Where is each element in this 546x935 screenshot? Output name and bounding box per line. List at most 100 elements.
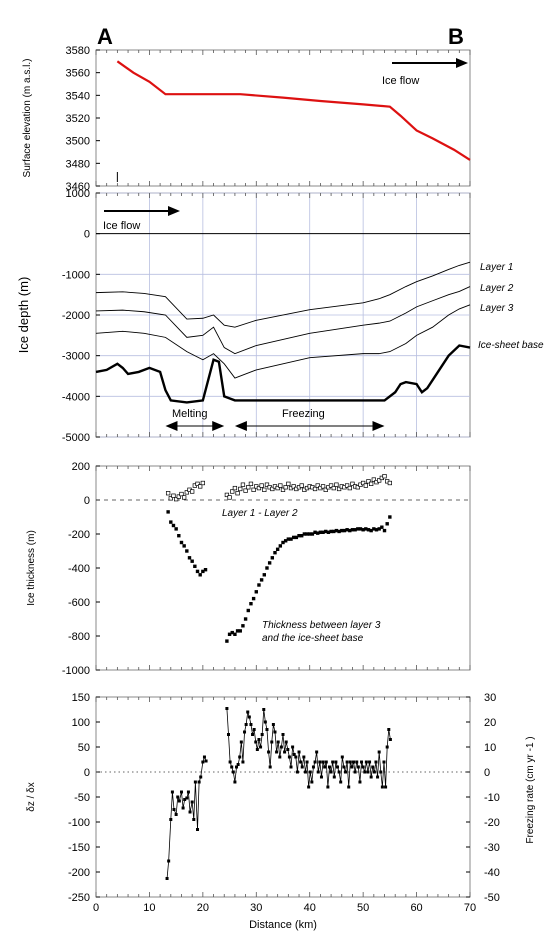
- gradient-point: [326, 785, 330, 789]
- gradient-point: [233, 780, 237, 784]
- depth-ice-flow-arrow-head: [168, 206, 180, 216]
- layer3-base-point: [364, 527, 368, 531]
- layer3-base-point: [233, 632, 237, 636]
- gradient-point: [279, 745, 283, 749]
- layer3-base-point: [230, 630, 234, 635]
- gradient-point: [246, 710, 250, 714]
- gradient-point: [379, 770, 383, 774]
- layer1-layer2-point: [334, 482, 339, 487]
- layer3-base-point: [281, 540, 285, 545]
- gradient-point: [358, 780, 362, 784]
- gradient-point: [259, 745, 263, 749]
- melting-arrow-right: [212, 421, 225, 431]
- layer3-base-point: [273, 551, 277, 555]
- gradient-point: [185, 796, 189, 800]
- gradient-point: [334, 760, 338, 764]
- y-tick-label-2-2: -200: [68, 529, 90, 541]
- y-tick-label-1-6: -5000: [62, 432, 90, 444]
- freezing-arrow-left: [234, 421, 247, 431]
- gradient-point: [353, 770, 357, 774]
- layer3-base-point: [225, 639, 229, 643]
- x-tick-label-1: 10: [143, 902, 155, 914]
- gradient-point: [165, 877, 169, 880]
- y2-tick-label-5: -20: [484, 817, 500, 829]
- layer-3-line: [95, 304, 471, 379]
- gradient-point: [377, 750, 381, 754]
- y-tick-label-1-0: 1000: [66, 188, 90, 200]
- depth-ice-flow-label: Ice flow: [103, 220, 140, 232]
- layer3-base-point: [310, 532, 315, 536]
- gradient-point: [167, 859, 171, 863]
- gradient-point: [201, 760, 205, 764]
- layer3-base-point: [385, 522, 389, 526]
- layer3-base-point: [356, 527, 360, 531]
- gradient-point: [238, 755, 242, 759]
- layer3-base-point: [329, 529, 333, 534]
- gradient-point: [186, 790, 190, 794]
- layer1-layer2-point: [366, 479, 371, 484]
- label-layer-2: Layer 2: [480, 283, 514, 294]
- layer1-layer2-point: [278, 483, 283, 488]
- layer1-layer2-point: [224, 492, 230, 498]
- thickness-y-ticks: 200 0 -200 -400 -600 -800 -1000: [62, 461, 471, 677]
- gradient-point: [340, 755, 344, 759]
- gradient-point: [382, 760, 386, 764]
- layer-2-line: [95, 286, 471, 355]
- gradient-point: [324, 760, 328, 764]
- layer1-layer2-point: [262, 487, 267, 492]
- layer1-layer2-point: [230, 489, 235, 494]
- y-tick-label-2-0: 200: [72, 461, 90, 473]
- layer3-base-point: [169, 520, 173, 524]
- y-tick-label-1-4: -3000: [62, 351, 90, 363]
- gradient-point: [305, 760, 309, 764]
- gradient-point: [179, 790, 183, 794]
- gradient-point: [335, 765, 339, 769]
- layer3-base-point: [238, 629, 242, 633]
- gradient-point: [284, 740, 288, 744]
- layer3-base-point: [198, 573, 202, 577]
- gradient-point: [169, 818, 173, 821]
- gradient-y-axis-label: δz / δx: [26, 782, 37, 811]
- gradient-point: [366, 770, 370, 774]
- layer3-base-point: [187, 556, 192, 560]
- x-axis-label: Distance (km): [249, 919, 317, 931]
- gradient-point: [243, 730, 247, 734]
- gradient-point: [244, 723, 248, 726]
- layer3-base-point: [171, 523, 176, 528]
- gradient-point: [291, 745, 295, 749]
- freezing-arrow-right: [372, 421, 385, 431]
- corner-label-a: A: [97, 24, 113, 49]
- gradient-point: [255, 748, 259, 751]
- layer3-base-point: [350, 528, 355, 532]
- layer3-base-point: [337, 529, 341, 534]
- gradient-line-0: [166, 755, 207, 879]
- gradient-x-ticks: 0 10 20 30 40 50 60 70: [93, 902, 476, 914]
- gradient-point: [170, 790, 174, 794]
- layer3-base-point: [340, 528, 344, 533]
- layer1-layer2-point: [283, 485, 288, 490]
- y-tick-label-0-1: 3480: [66, 158, 90, 170]
- gradient-point: [192, 818, 196, 821]
- layer3-base-point: [251, 596, 256, 601]
- gradient-point: [252, 728, 256, 731]
- layer1-layer2-point: [256, 485, 262, 491]
- surface-y-ticks: 3460 3480 3500 3520 3540 3560 3580: [66, 45, 471, 193]
- gradient-y-ticks: 150 100 50 0 -50 -100 -150 -200 -250: [68, 692, 471, 904]
- layer3-base-point: [179, 540, 184, 545]
- layer3-base-point: [377, 527, 381, 531]
- layer3-base-point: [275, 547, 280, 551]
- y-tick-label-1-2: -1000: [62, 269, 90, 281]
- layer1-layer2-point: [200, 480, 206, 486]
- y-tick-label-3-2: 50: [78, 742, 90, 754]
- y-tick-label-1-5: -4000: [62, 391, 90, 403]
- gradient-point: [227, 733, 231, 736]
- layer1-layer2-point: [198, 484, 203, 489]
- gradient-point: [369, 775, 373, 779]
- gradient-point: [372, 770, 376, 774]
- y2-tick-label-0: 30: [484, 692, 496, 704]
- layer3-base-point: [297, 534, 301, 538]
- layer1-layer2-point: [190, 489, 195, 494]
- layer3-base-point: [254, 590, 258, 594]
- depth-series: [95, 261, 471, 404]
- layer1-layer2-point: [176, 494, 181, 499]
